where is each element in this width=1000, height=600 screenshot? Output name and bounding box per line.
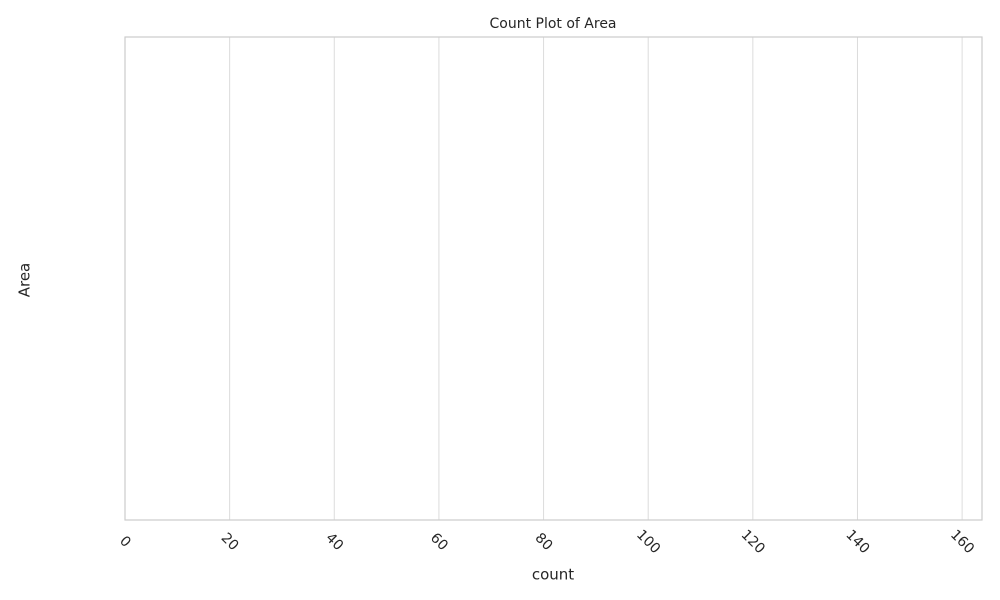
x-tick-label: 160 (947, 527, 977, 557)
x-tick-label: 80 (532, 530, 556, 554)
chart-title: Count Plot of Area (489, 16, 616, 32)
y-axis-label: Area (16, 263, 34, 298)
x-tick-label: 120 (738, 527, 768, 557)
x-tick-label: 60 (427, 530, 451, 554)
x-tick-label: 20 (218, 530, 242, 554)
plot-area (124, 37, 963, 520)
x-tick-label: 140 (842, 527, 872, 557)
x-axis-label: count (532, 566, 574, 584)
plot-frame (124, 36, 983, 521)
x-tick-label: 0 (116, 533, 134, 551)
x-tick-label: 100 (633, 527, 663, 557)
x-tick-label: 40 (322, 530, 346, 554)
